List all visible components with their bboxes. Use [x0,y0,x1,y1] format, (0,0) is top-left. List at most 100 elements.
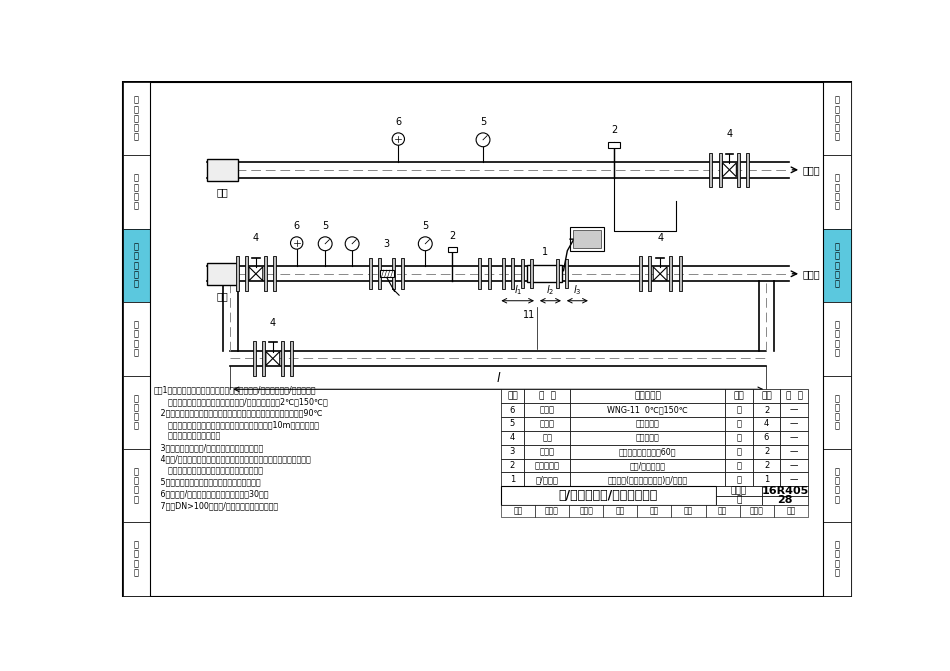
Text: 表: 表 [835,495,840,504]
Text: 块: 块 [736,475,741,484]
Bar [762,486,808,496]
Text: 5: 5 [422,221,428,231]
Text: 流: 流 [134,174,139,183]
Text: 量: 量 [134,183,139,192]
Text: 说: 说 [835,123,840,132]
Bar [522,259,524,289]
Bar [511,258,514,289]
Bar [759,282,774,351]
Text: 位: 位 [835,550,840,559]
Bar [752,472,780,486]
Text: 6: 6 [510,405,515,415]
Text: 许敏会: 许敏会 [750,507,764,515]
Text: 型号及规格: 型号及规格 [635,392,661,401]
Circle shape [318,237,332,251]
Bar [638,256,641,291]
Text: 6: 6 [764,433,770,442]
Bar [570,472,725,486]
Circle shape [418,237,432,251]
Bar [637,505,672,517]
Text: 7．当DN>100时，热/冷量表设计专用支吊架。: 7．当DN>100时，热/冷量表设计专用支吊架。 [154,501,278,510]
Text: 2: 2 [764,461,770,470]
Bar [524,403,570,417]
Bar [780,389,808,403]
Text: 明: 明 [134,133,139,142]
Bar [502,258,504,289]
Text: 仪: 仪 [134,339,139,348]
Text: 个: 个 [736,447,741,456]
Text: —: — [790,419,798,429]
Text: 页: 页 [736,496,742,505]
Text: 6．图中热/冷量表安装尺寸表见本图集第30页。: 6．图中热/冷量表安装尺寸表见本图集第30页。 [154,489,269,499]
Bar [747,153,750,187]
Text: 热: 热 [134,242,139,252]
Text: 制: 制 [134,105,139,114]
Text: 2．流量计和积分仪宜采用合为一体的整体式；当被测介质温度大于90℃: 2．流量计和积分仪宜采用合为一体的整体式；当被测介质温度大于90℃ [154,409,323,417]
Text: 单位: 单位 [733,392,744,401]
Bar [245,256,248,291]
Text: 表: 表 [835,279,840,289]
Text: 仪: 仪 [134,486,139,495]
Bar [123,376,150,449]
Text: —: — [790,405,798,415]
Text: 时应采用分体式，积分仪与流量计的距离不宜超过10m，且数据显示: 时应采用分体式，积分仪与流量计的距离不宜超过10m，且数据显示 [154,420,319,429]
Bar [824,229,851,302]
Bar [762,496,808,505]
Bar [123,229,150,302]
Bar [222,282,238,351]
Text: 量: 量 [835,183,840,192]
Text: 编: 编 [134,96,139,105]
Text: 热/冷量表: 热/冷量表 [536,475,559,484]
Text: 表: 表 [835,568,840,577]
Bar [123,302,150,376]
Text: 压: 压 [134,394,139,403]
Text: 表: 表 [835,421,840,431]
Bar [570,458,725,472]
Text: 力: 力 [134,403,139,412]
Bar [824,302,851,376]
Bar [527,265,562,282]
Bar [380,270,393,278]
Bar [718,153,722,187]
Bar [603,505,637,517]
Text: 块: 块 [736,419,741,429]
Text: 仪: 仪 [134,413,139,421]
Text: 制: 制 [835,105,840,114]
Text: 湿: 湿 [835,467,840,476]
Text: —: — [790,447,798,456]
Bar [501,417,524,431]
Bar [752,458,780,472]
Bar [530,259,534,289]
Text: 压: 压 [835,394,840,403]
Bar [725,472,752,486]
Text: 超声波式(涡街式、电磁式)热/冷量表: 超声波式(涡街式、电磁式)热/冷量表 [608,475,688,484]
Text: 冷: 冷 [835,252,840,261]
Text: 序号: 序号 [507,392,518,401]
Text: 冷: 冷 [134,252,139,261]
Text: 校对: 校对 [616,507,625,515]
Bar [123,449,150,522]
Text: 弹簧压力表: 弹簧压力表 [636,419,659,429]
Polygon shape [730,163,736,176]
Text: 名  称: 名 称 [539,392,556,401]
Text: 温度表: 温度表 [540,405,555,415]
Bar [706,505,740,517]
Text: 6: 6 [395,117,402,127]
Bar [501,486,715,505]
Bar [236,256,239,291]
Bar [780,472,808,486]
Text: 度: 度 [134,329,139,339]
Bar [207,162,789,178]
Bar [570,445,725,458]
Text: 表: 表 [835,201,840,211]
Text: 仪: 仪 [835,270,840,279]
Text: —: — [790,433,798,442]
Bar [725,431,752,445]
Text: 2: 2 [764,405,770,415]
Text: 只: 只 [736,461,741,470]
Text: 阀门: 阀门 [542,433,552,442]
Text: 备  注: 备 注 [786,392,803,401]
Bar [501,403,524,417]
Polygon shape [256,267,263,280]
Text: 数量: 数量 [761,392,772,401]
